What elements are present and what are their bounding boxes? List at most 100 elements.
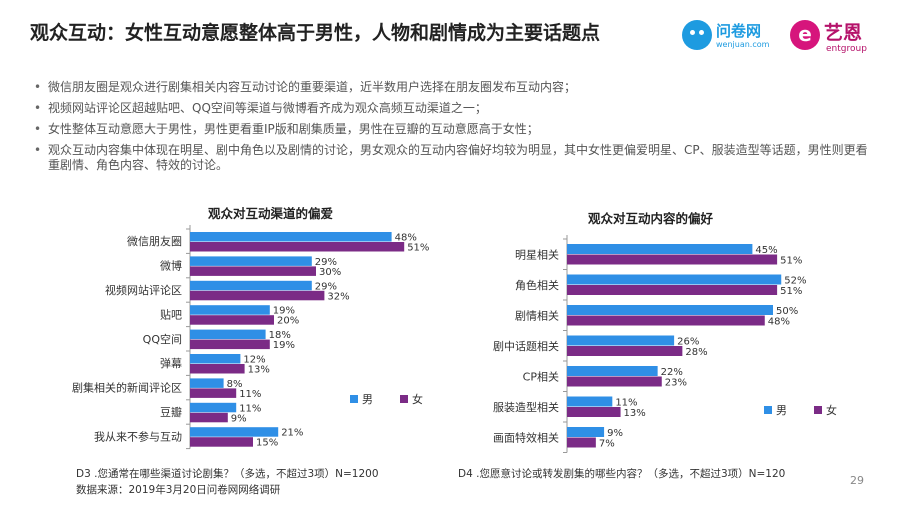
category-label: 我从来不参与互动 (94, 429, 182, 443)
category-label: 微博 (160, 259, 182, 273)
category-label: 剧情相关 (515, 308, 559, 322)
data-label: 52% (784, 276, 806, 287)
entgroup-logo-sub: entgroup (826, 44, 867, 54)
bar-female (190, 388, 237, 398)
bar-female (190, 412, 228, 423)
category-label: 服装造型相关 (493, 400, 559, 414)
data-label: 32% (327, 291, 349, 302)
bar-female (190, 290, 325, 301)
bar-female (567, 376, 662, 387)
bar-male (190, 329, 266, 340)
bar-male (567, 244, 753, 254)
bar-female (567, 437, 596, 448)
data-label: 51% (407, 243, 429, 254)
content-preference-chart: 明星相关 45%51%角色相关 52%51%剧情相关 50%48%剧中话题相关 26%2… (493, 235, 837, 453)
legend-swatch (764, 406, 772, 414)
data-label: 19% (273, 340, 295, 351)
category-label: 剧集相关的新闻评论区 (72, 381, 182, 395)
category-label: 豆瓣 (160, 405, 182, 419)
data-label: 48% (395, 233, 417, 244)
data-label: 9% (231, 413, 247, 424)
chart1-footnote: D3 .您通常在哪些渠道讨论剧集？（多选，不超过3项）N=1200 (76, 468, 379, 480)
data-label: 26% (677, 337, 699, 348)
category-label: 弹幕 (160, 356, 182, 370)
data-label: 11% (615, 398, 637, 409)
data-label: 29% (315, 257, 337, 268)
data-label: 23% (665, 378, 687, 389)
legend-label: 女 (826, 403, 837, 417)
bar-female (567, 315, 765, 326)
category-label: CP相关 (523, 369, 559, 383)
bar-female (190, 437, 253, 447)
bar-female (190, 315, 274, 325)
bar-female (567, 285, 778, 295)
data-label: 21% (281, 428, 303, 439)
bar-male (190, 378, 224, 388)
data-label: 11% (239, 403, 261, 414)
entgroup-mark-icon: e (790, 20, 820, 50)
data-source: 数据来源：2019年3月20日问卷网网络调研 (76, 484, 281, 496)
data-label: 13% (248, 365, 270, 376)
bar-female (190, 339, 270, 350)
data-label: 8% (227, 379, 243, 390)
entgroup-logo-name: 艺恩 (824, 22, 863, 44)
bar-male (190, 354, 241, 364)
data-label: 51% (780, 286, 802, 297)
bar-male (567, 396, 613, 407)
wenjuan-logo-sub: wenjuan.com (716, 40, 770, 49)
bar-female (190, 364, 245, 374)
data-label: 45% (755, 245, 777, 256)
category-label: 微信朋友圈 (127, 234, 182, 248)
chart2-footnote: D4 .您愿意讨论或转发剧集的哪些内容？（多选，不超过3项）N=120 (458, 468, 786, 480)
data-label: 15% (256, 438, 278, 449)
bullet-item: 女性整体互动意愿大于男性，男性更看重IP版和剧集质量，男性在豆瓣的互动意愿高于女… (34, 122, 868, 137)
data-label: 19% (273, 306, 295, 317)
bar-female (190, 266, 316, 276)
data-label: 50% (776, 306, 798, 317)
data-label: 28% (685, 347, 707, 358)
data-label: 20% (277, 316, 299, 327)
chart2-title: 观众对互动内容的偏好 (588, 211, 714, 226)
summary-bullets: 微信朋友圈是观众进行剧集相关内容互动讨论的重要渠道，近半数用户选择在朋友圈发布互… (34, 80, 868, 179)
wenjuan-logo: 问卷网 wenjuan.com (682, 18, 782, 58)
data-label: 9% (607, 428, 623, 439)
data-label: 22% (661, 367, 683, 378)
bar-male (567, 366, 658, 376)
category-label: QQ空间 (143, 332, 182, 346)
legend-label: 男 (776, 404, 787, 417)
bar-female (567, 346, 683, 356)
legend-label: 男 (362, 393, 373, 406)
data-label: 51% (780, 256, 802, 267)
bar-male (190, 280, 312, 291)
legend-swatch (400, 395, 408, 403)
data-label: 30% (319, 267, 341, 278)
data-label: 48% (768, 317, 790, 328)
bullet-item: 视频网站评论区超越贴吧、QQ空间等渠道与微博看齐成为观众高频互动渠道之一； (34, 101, 868, 116)
data-label: 18% (269, 330, 291, 341)
page-title: 观众互动：女性互动意愿整体高于男性，人物和剧情成为主要话题点 (30, 22, 601, 44)
bar-male (567, 305, 773, 315)
data-label: 7% (599, 439, 615, 450)
bullet-item: 观众互动内容集中体现在明星、剧中角色以及剧情的讨论，男女观众的互动内容偏好均较为… (34, 143, 868, 173)
bar-male (190, 232, 392, 242)
bar-male (190, 427, 279, 437)
category-label: 明星相关 (515, 247, 559, 261)
entgroup-logo: e 艺恩 entgroup (790, 18, 880, 58)
page-number: 29 (850, 474, 864, 487)
bar-male (567, 274, 782, 285)
bar-male (567, 427, 605, 437)
data-label: 29% (315, 281, 337, 292)
legend-swatch (814, 406, 822, 414)
data-label: 13% (624, 408, 646, 419)
category-label: 剧中话题相关 (493, 339, 559, 353)
bar-male (567, 335, 675, 346)
bar-female (190, 242, 405, 252)
data-label: 11% (239, 389, 261, 400)
data-label: 12% (243, 355, 265, 366)
bar-male (190, 256, 312, 266)
category-label: 画面特效相关 (493, 430, 559, 444)
bar-male (190, 305, 270, 315)
legend-swatch (350, 395, 358, 403)
chart1-title: 观众对互动渠道的偏爱 (208, 206, 334, 221)
bar-female (567, 254, 778, 265)
